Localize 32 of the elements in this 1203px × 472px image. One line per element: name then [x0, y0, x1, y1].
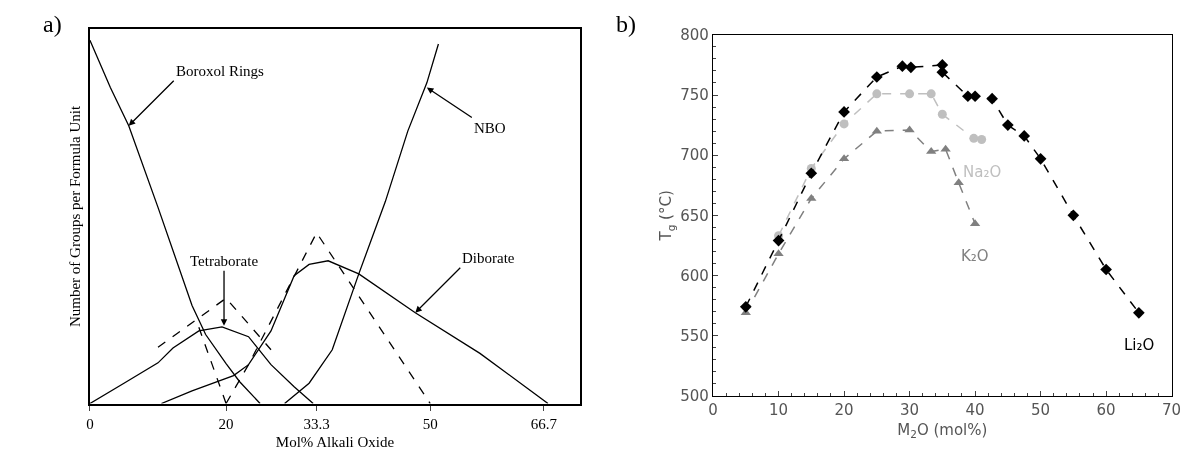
- x-tick-label: 0: [86, 415, 94, 432]
- y-tick-label: 550: [680, 326, 709, 345]
- series-label: Li₂O: [1124, 336, 1155, 354]
- x-tick-label: 50: [1031, 400, 1051, 419]
- y-axis-title: Number of Groups per Formula Unit: [66, 105, 83, 328]
- annotation: NBO: [474, 120, 506, 136]
- x-tick-label: 60: [1096, 400, 1116, 419]
- x-tick-label: 50: [422, 415, 438, 432]
- y-tick-label: 800: [680, 26, 709, 45]
- x-tick-label: 10: [769, 400, 789, 419]
- x-tick-label: 20: [834, 400, 854, 419]
- chart-title: b): [616, 11, 636, 37]
- series-label: K₂O: [961, 247, 989, 265]
- x-axis-title: Mol% Alkali Oxide: [275, 434, 395, 451]
- chart-title: a): [43, 11, 62, 37]
- x-tick-label: 40: [965, 400, 985, 419]
- y-tick-label: 600: [680, 266, 709, 285]
- annotation: Diborate: [462, 250, 515, 266]
- series-label: Na₂O: [963, 163, 1002, 181]
- x-tick-label: 66.7: [530, 415, 558, 432]
- x-tick-label: 0: [708, 400, 718, 419]
- y-tick-label: 700: [680, 146, 709, 165]
- y-tick-label: 500: [680, 387, 709, 406]
- y-tick-label: 650: [680, 206, 709, 225]
- annotation: Tetraborate: [190, 253, 259, 269]
- x-tick-label: 70: [1162, 400, 1182, 419]
- x-axis-title: M$_{2}$O (mol%): [897, 420, 988, 441]
- x-tick-label: 20: [218, 415, 234, 432]
- annotation: Boroxol Rings: [176, 63, 265, 79]
- x-tick-label: 33.3: [303, 415, 330, 432]
- y-tick-label: 750: [680, 86, 709, 105]
- x-tick-label: 30: [900, 400, 920, 419]
